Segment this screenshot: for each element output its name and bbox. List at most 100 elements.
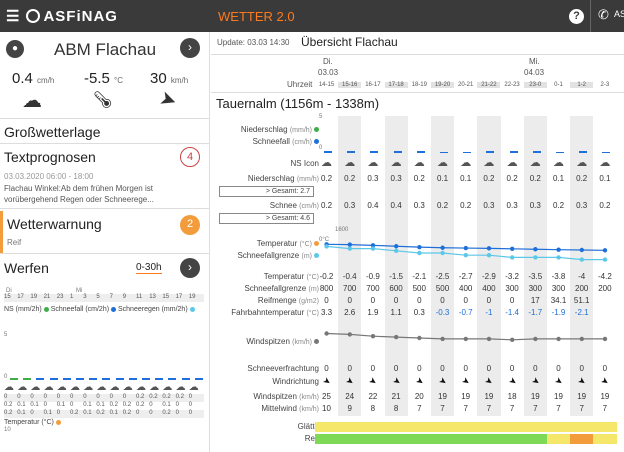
grosswetterlage-heading[interactable]: Großwetterlage	[4, 124, 101, 140]
cloud-snow-icon: ☁	[437, 157, 448, 169]
value-cell: 300	[505, 284, 519, 293]
legend-dot-icon	[314, 241, 319, 247]
mini-value: 15	[4, 294, 11, 300]
mini-forecast: Di Mi 15 17 19 21 23 1 3 5 7 9 11 13 15 17 19 NS (mm/2…	[4, 288, 204, 433]
value-cell: -0.2	[319, 272, 334, 281]
mini-value: 0	[43, 394, 47, 400]
value-cell: 0.2	[529, 174, 541, 183]
hour-cell: 22-23	[504, 82, 520, 88]
phone-icon[interactable]: ✆	[598, 7, 609, 22]
value-cell: 0.3	[576, 201, 588, 210]
mini-precip-bar	[102, 378, 111, 380]
divider	[211, 54, 624, 55]
column-shade	[570, 116, 594, 416]
value-cell: -0.7	[458, 308, 473, 317]
glaette-segment	[338, 422, 362, 432]
glaette-segment	[315, 422, 339, 432]
value-cell: 0.1	[436, 174, 449, 183]
current-temp-unit: °C	[114, 76, 124, 85]
cloud-snow-icon: ☁	[70, 382, 80, 393]
day-1-date: 03.03	[318, 68, 339, 77]
gesamt-niederschlag-button[interactable]: > Gesamt: 2.7	[219, 186, 314, 197]
value-cell: 200	[598, 284, 612, 293]
value-cell: -2.7	[458, 272, 473, 281]
textprognosen-heading[interactable]: Textprognosen	[4, 149, 96, 165]
column-shade	[523, 116, 547, 416]
mini-value: 0	[149, 402, 153, 408]
mini-values-1: 0 0 0 0 0 0 0 0 0 0 0.2 0.2 0.2 0.2 0	[4, 394, 204, 402]
value-cell: -0.9	[365, 272, 380, 281]
value-cell: 0	[463, 364, 468, 373]
wind-direction-icon: ➤	[156, 86, 180, 114]
location-pin-icon[interactable]: ●	[6, 40, 24, 58]
precip-bar	[324, 151, 332, 153]
value-cell: 700	[366, 284, 380, 293]
mini-value: 0	[70, 394, 74, 400]
mini-value: 0.2	[109, 402, 118, 408]
value-cell: 7	[486, 404, 492, 413]
wetterwarnung-count-badge[interactable]: 2	[180, 215, 200, 235]
cloud-snow-icon: ☁	[96, 382, 107, 393]
current-temp: -5.5 °C	[84, 70, 123, 87]
value-cell: 800	[319, 284, 334, 293]
value-cell: 0.2	[460, 201, 472, 210]
mini-value: 7	[109, 294, 113, 300]
werfen-next-button[interactable]: ›	[180, 258, 200, 278]
reif-segment	[338, 434, 362, 444]
value-cell: 0	[486, 364, 492, 373]
value-cell: 0	[509, 364, 515, 373]
mini-precip-bar	[194, 378, 203, 380]
mini-bar-line	[10, 378, 203, 380]
reif-segment	[500, 434, 524, 444]
precip-bar	[556, 152, 564, 153]
value-cell: 19	[577, 392, 587, 401]
glaette-segment	[477, 422, 501, 432]
mini-value: 9	[122, 294, 127, 300]
column-shade	[431, 116, 455, 416]
day-2-date: 04.03	[524, 68, 545, 77]
mini-precip-bar	[128, 378, 137, 380]
value-cell: -0.3	[435, 308, 450, 317]
mini-value: 19	[30, 294, 38, 300]
mini-precip-bar	[181, 378, 190, 380]
textprognosen-count-badge[interactable]: 4	[180, 147, 200, 167]
snowline-point	[510, 255, 515, 260]
textprognosen-time: 03.03.2020 06:00 - 18:00	[4, 172, 94, 181]
value-cell: -1	[485, 308, 493, 317]
location-next-button[interactable]: ›	[180, 38, 200, 58]
overview-title: Übersicht Flachau	[301, 35, 398, 49]
glaette-segment	[500, 422, 524, 432]
werfen-range[interactable]: 0-30h	[136, 262, 162, 274]
temperature-point	[370, 243, 376, 248]
current-wind-unit: km/h	[170, 76, 189, 85]
windspitzen-point	[347, 332, 352, 337]
werfen-heading[interactable]: Werfen	[4, 260, 49, 276]
column-shade	[477, 116, 501, 416]
column-shade	[338, 116, 362, 416]
precip-bar	[602, 152, 611, 153]
value-cell: 0	[324, 296, 329, 305]
brand-logo[interactable]: ☰ ASFiNAG	[6, 7, 118, 26]
precip-bar	[509, 151, 518, 153]
mini-values-2: 0.2 0.1 0.1 0 0.1 0 0.1 0.1 0.2 0.2 0.2 0 0.1 0 0	[4, 402, 204, 410]
menu-icon[interactable]: ☰	[6, 8, 21, 25]
value-cell: 0	[440, 364, 445, 373]
value-cell: 0	[463, 296, 468, 305]
value-cell: 0.2	[599, 201, 611, 210]
mini-value: 0.2	[70, 410, 79, 416]
mini-value: 17	[17, 294, 24, 300]
value-cell: -1.9	[551, 308, 566, 317]
reif-segment	[407, 434, 431, 444]
wetterwarnung-row[interactable]: Wetterwarnung Reif 2	[0, 211, 209, 253]
gesamt-schnee-button[interactable]: > Gesamt: 4.6	[219, 213, 314, 224]
help-icon[interactable]: ?	[569, 9, 584, 24]
mini-value: 0	[96, 394, 100, 400]
snowline-point	[533, 255, 538, 260]
value-cell: -3.2	[505, 272, 519, 281]
value-cell: -1.5	[389, 272, 403, 281]
mini-value: 0.1	[17, 410, 26, 416]
phone-label[interactable]: AS	[614, 9, 624, 19]
value-cell: 7	[533, 404, 538, 413]
mini-value: 0.2	[149, 394, 158, 400]
cloud-snow-icon: ☁	[22, 90, 42, 112]
